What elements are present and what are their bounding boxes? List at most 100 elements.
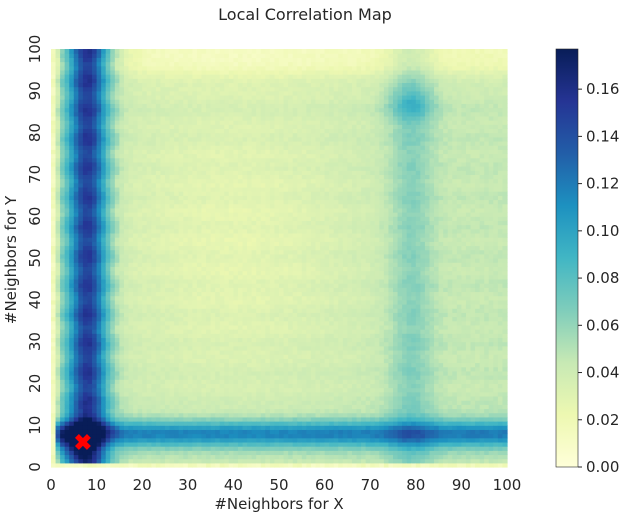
heatmap-cell — [247, 166, 253, 171]
heatmap-cell — [192, 291, 198, 297]
heatmap-cell — [60, 120, 66, 125]
heatmap-cell — [215, 354, 221, 359]
heatmap-cell — [265, 266, 271, 272]
heatmap-cell — [247, 65, 253, 71]
heatmap-cell — [55, 462, 61, 468]
heatmap-cell — [133, 299, 139, 305]
heatmap-cell — [165, 329, 171, 334]
heatmap-cell — [260, 124, 266, 130]
heatmap-cell — [110, 437, 116, 443]
heatmap-cell — [210, 253, 216, 259]
chart-title: Local Correlation Map — [218, 5, 392, 24]
heatmap-cell — [82, 174, 89, 180]
heatmap-cell — [51, 224, 57, 230]
heatmap-cell — [215, 249, 221, 255]
heatmap-cell — [201, 383, 207, 389]
heatmap-cell — [155, 132, 162, 138]
heatmap-cell — [155, 149, 162, 155]
heatmap-cell — [196, 266, 203, 272]
heatmap-cell — [228, 212, 234, 217]
heatmap-cell — [160, 379, 166, 384]
heatmap-cell — [51, 65, 57, 71]
heatmap-cell — [101, 416, 107, 422]
heatmap-cell — [224, 224, 230, 230]
heatmap-cell — [155, 379, 162, 384]
heatmap-cell — [174, 249, 180, 255]
heatmap-cell — [256, 153, 262, 159]
heatmap-cell — [119, 433, 125, 439]
heatmap-cell — [87, 266, 93, 272]
heatmap-cell — [265, 111, 271, 117]
heatmap-cell — [260, 278, 266, 284]
heatmap-cell — [269, 103, 276, 109]
heatmap-cell — [228, 203, 234, 209]
heatmap-cell — [228, 358, 234, 364]
heatmap-cell — [260, 299, 266, 305]
heatmap-cell — [114, 216, 120, 221]
heatmap-cell — [265, 140, 271, 146]
heatmap-cell — [206, 308, 212, 313]
heatmap-cell — [237, 416, 244, 422]
heatmap-cell — [187, 65, 193, 71]
heatmap-cell — [215, 458, 221, 464]
heatmap-cell — [169, 220, 175, 226]
heatmap-cell — [151, 49, 157, 54]
heatmap-cell — [174, 245, 180, 251]
heatmap-cell — [224, 358, 230, 364]
heatmap-cell — [174, 161, 180, 167]
heatmap-cell — [265, 421, 271, 426]
heatmap-cell — [133, 103, 139, 109]
heatmap-cell — [133, 195, 139, 201]
heatmap-cell — [160, 283, 166, 288]
heatmap-cell — [233, 241, 239, 247]
heatmap-cell — [247, 375, 253, 380]
heatmap-cell — [160, 128, 166, 134]
heatmap-cell — [55, 379, 61, 384]
heatmap-cell — [196, 433, 203, 439]
heatmap-cell — [142, 82, 148, 88]
heatmap-cell — [219, 270, 225, 276]
heatmap-cell — [96, 312, 102, 318]
heatmap-cell — [73, 400, 79, 405]
heatmap-cell — [251, 186, 257, 192]
heatmap-cell — [237, 383, 244, 389]
heatmap-cell — [192, 395, 198, 401]
heatmap-cell — [183, 86, 189, 92]
heatmap-cell — [110, 103, 116, 109]
heatmap-cell — [274, 120, 280, 125]
heatmap-cell — [55, 387, 61, 393]
heatmap-cell — [51, 358, 57, 364]
heatmap-cell — [206, 182, 212, 188]
heatmap-cell — [137, 379, 143, 384]
heatmap-cell — [192, 140, 198, 146]
heatmap-cell — [64, 228, 70, 234]
heatmap-cell — [146, 454, 152, 460]
heatmap-cell — [73, 136, 79, 142]
heatmap-cell — [146, 186, 152, 192]
heatmap-cell — [55, 429, 61, 435]
heatmap-cell — [224, 120, 230, 125]
heatmap-cell — [51, 400, 57, 405]
heatmap-cell — [87, 316, 93, 322]
heatmap-cell — [269, 166, 276, 171]
heatmap-cell — [110, 333, 116, 339]
heatmap-cell — [165, 115, 171, 121]
heatmap-cell — [269, 258, 276, 263]
heatmap-cell — [137, 441, 143, 447]
heatmap-cell — [73, 182, 79, 188]
heatmap-cell — [274, 94, 280, 100]
heatmap-cell — [174, 232, 180, 238]
heatmap-cell — [110, 262, 116, 267]
heatmap-cell — [160, 170, 166, 175]
heatmap-cell — [219, 400, 225, 405]
heatmap-cell — [196, 379, 203, 384]
heatmap-cell — [224, 341, 230, 347]
heatmap-cell — [142, 199, 148, 205]
heatmap-cell — [219, 216, 225, 221]
heatmap-cell — [265, 136, 271, 142]
heatmap-cell — [123, 124, 130, 130]
heatmap-cell — [224, 103, 230, 109]
heatmap-cell — [64, 182, 70, 188]
heatmap-cell — [237, 69, 244, 75]
heatmap-cell — [174, 278, 180, 284]
